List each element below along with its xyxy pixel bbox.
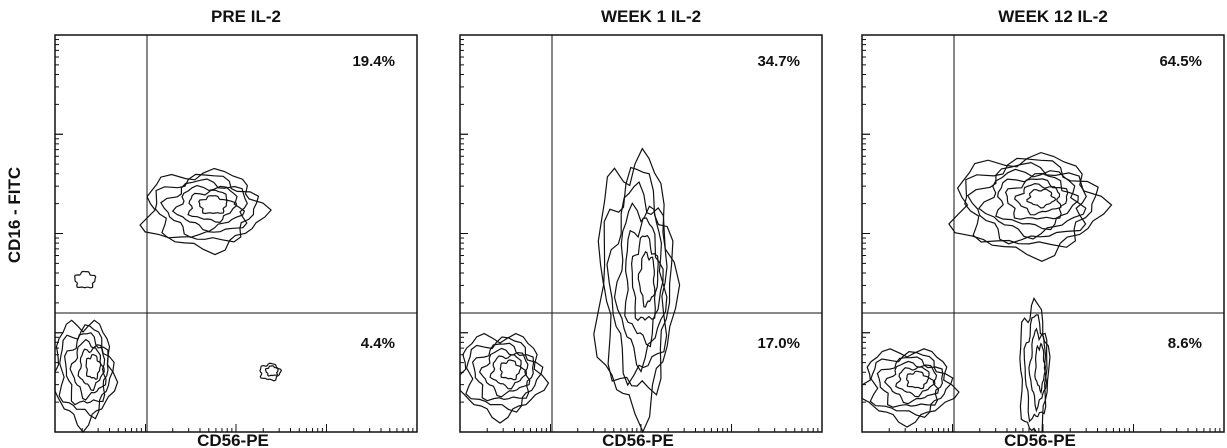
x-axis-label: CD56-PE — [602, 431, 674, 448]
contour — [259, 362, 283, 382]
contour — [1026, 188, 1057, 209]
contour — [465, 336, 544, 413]
upper-right-percent: 64.5% — [1159, 53, 1202, 70]
y-axis-label: CD16 - FITC — [5, 167, 24, 263]
panel-title: WEEK 12 IL-2 — [998, 7, 1108, 26]
panel-title: PRE IL-2 — [211, 7, 281, 26]
contour — [63, 332, 109, 406]
x-axis-label: CD56-PE — [197, 431, 269, 448]
contour — [489, 354, 528, 390]
contour — [1028, 327, 1048, 413]
contour — [160, 178, 248, 238]
plot-frame — [861, 34, 1225, 433]
contour — [198, 195, 228, 215]
contour — [1019, 297, 1051, 433]
contour — [630, 234, 659, 322]
x-axis-label: CD56-PE — [1004, 431, 1076, 448]
lower-right-percent: 8.6% — [1168, 335, 1202, 352]
contour — [85, 353, 102, 380]
panel-title: WEEK 1 IL-2 — [601, 7, 701, 26]
lower-right-percent: 17.0% — [757, 335, 800, 352]
contour — [995, 172, 1079, 231]
contour — [883, 360, 940, 405]
contour — [593, 147, 681, 434]
upper-right-percent: 19.4% — [352, 53, 395, 70]
contour — [459, 332, 550, 424]
contour — [964, 157, 1099, 248]
contour — [606, 180, 668, 387]
contour — [171, 184, 246, 233]
contour — [187, 189, 237, 224]
contour — [895, 366, 936, 398]
contour — [54, 319, 119, 433]
contour — [861, 348, 960, 428]
plot-frame — [54, 34, 418, 433]
contour — [478, 347, 531, 398]
contour — [499, 359, 522, 381]
contour — [139, 167, 272, 256]
contour — [966, 161, 1087, 245]
contour — [264, 365, 279, 377]
contour — [905, 370, 930, 390]
contour — [69, 338, 107, 401]
contour — [154, 173, 260, 243]
contour — [58, 324, 115, 420]
lower-right-percent: 4.4% — [361, 335, 395, 352]
contour — [77, 347, 105, 392]
upper-right-percent: 34.7% — [757, 53, 800, 70]
contour — [624, 217, 664, 348]
contour — [1014, 182, 1062, 216]
contour — [1034, 342, 1047, 395]
contour — [74, 270, 97, 289]
contour — [603, 166, 674, 396]
contour — [948, 151, 1113, 262]
contour — [637, 250, 656, 308]
contour — [1023, 314, 1048, 423]
contour — [869, 350, 954, 418]
contour — [978, 168, 1087, 240]
contour — [1004, 178, 1069, 220]
